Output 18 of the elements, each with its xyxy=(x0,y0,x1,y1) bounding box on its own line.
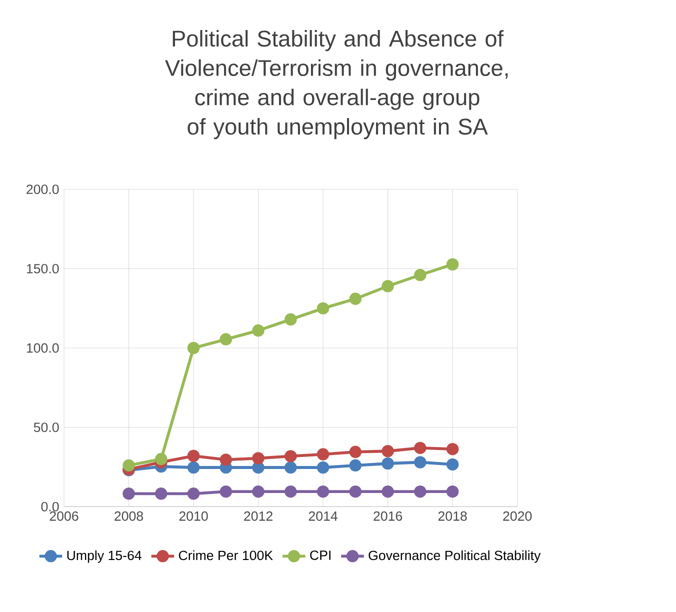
y-tick-label: 100.0 xyxy=(26,343,59,353)
x-tick-label: 2008 xyxy=(114,511,144,521)
legend-label: Crime Per 100K xyxy=(178,550,273,560)
x-tick-label: 2006 xyxy=(50,511,78,521)
y-tick-label: 50.0 xyxy=(34,422,59,432)
chart-title: Political Stability and Absence of Violence/Terrorism in governance, crime and overall-age group of youth unemployment in SA xyxy=(165,30,508,140)
x-tick-label: 2010 xyxy=(179,511,208,521)
y-tick-label: 200.0 xyxy=(26,184,59,194)
x-tick-label: 2018 xyxy=(438,511,467,521)
y-tick-label: 0.0 xyxy=(41,502,59,512)
x-tick-label: 2020 xyxy=(503,511,532,521)
x-tick-label: 2012 xyxy=(244,511,272,521)
legend-label: CPI xyxy=(310,550,330,560)
x-tick-label: 2014 xyxy=(308,511,338,521)
x-tick-label: 2016 xyxy=(374,511,402,521)
legend-label: Governance Political Stability xyxy=(368,550,541,563)
legend-label: Umply 15-64 xyxy=(67,550,142,563)
y-tick-label: 150.0 xyxy=(26,264,59,274)
